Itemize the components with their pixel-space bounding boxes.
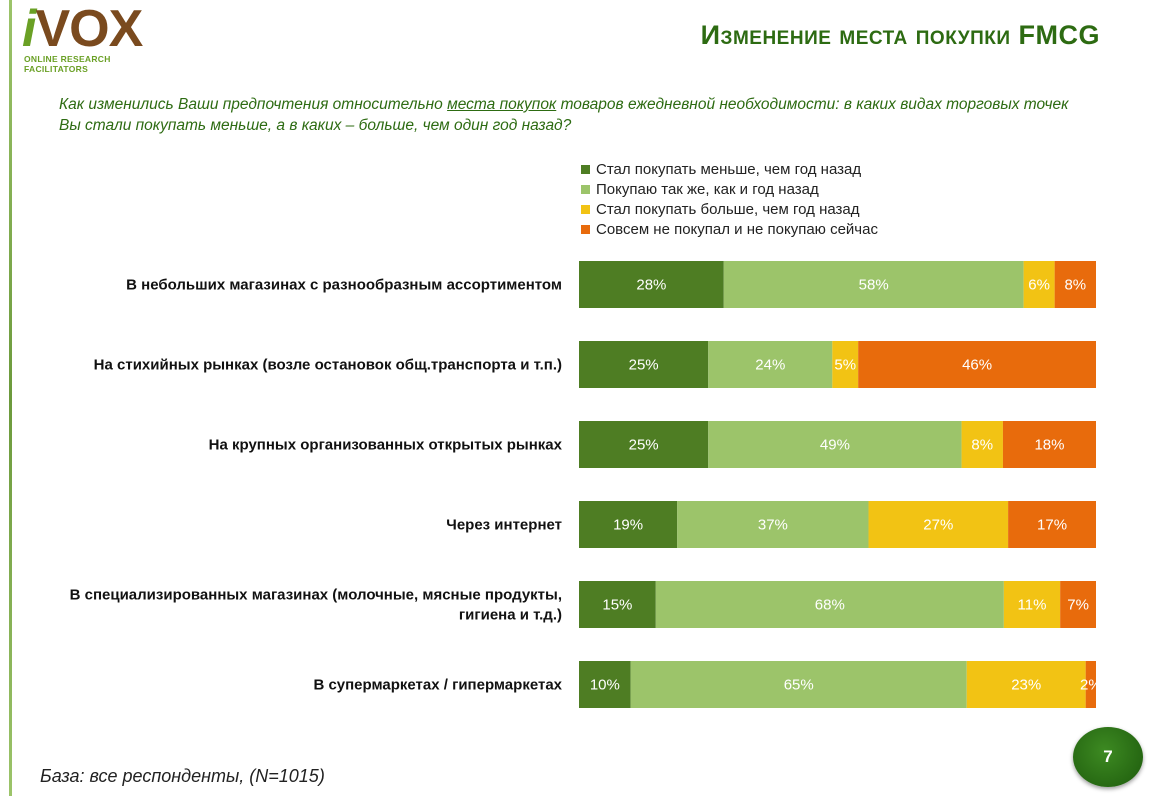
data-label: 2% [1080,677,1102,694]
legend-item-never: Совсем не покупал и не покупаю сейчас [581,219,878,239]
logo-mark: iVOX [22,2,172,56]
bar-segment [1008,501,1096,548]
logo-mark-vox: VOX [35,0,143,58]
data-label: 8% [971,437,993,454]
bar-segment [708,421,962,468]
bar-segment [1002,421,1096,468]
bar-segment [579,421,709,468]
data-label: 7% [1067,597,1089,614]
bar-segment [1023,261,1055,308]
bar-segment [961,421,1003,468]
slide-title: Изменение места покупки FMCG [700,20,1100,50]
bar-segment [579,581,656,628]
data-label: 46% [962,357,992,374]
data-label: 68% [815,597,845,614]
question-text-before: Как изменились Ваши предпочтения относит… [59,96,448,113]
legend-swatch-more [581,204,590,214]
data-label: 24% [755,357,785,374]
data-label: 58% [859,277,889,294]
question-text-after: товаров ежедневной необходимости: в каки… [59,96,1069,134]
bar-segment [723,261,1024,308]
legend-label-never: Совсем не покупал и не покупаю сейчас [596,220,878,238]
data-label: 25% [629,437,659,454]
bar-segment [1054,261,1096,308]
question-text-underlined: места покупок [447,96,557,113]
legend-swatch-less [581,164,590,174]
survey-question: Как изменились Ваши предпочтения относит… [59,94,1079,136]
bar-segment [579,501,678,548]
bar-segment [858,341,1096,388]
data-label: 5% [834,357,856,374]
category-label: В специализированных магазинах (молочные… [70,587,562,604]
bar-segment [868,501,1009,548]
bar-segment [579,341,709,388]
data-label: 18% [1034,437,1064,454]
page-number-badge: 7 [1073,727,1143,787]
bar-segment [630,661,967,708]
data-label: 37% [758,517,788,534]
data-label: 17% [1037,517,1067,534]
data-label: 19% [613,517,643,534]
data-label: 11% [1018,597,1047,614]
data-label: 25% [629,357,659,374]
bar-segment [966,661,1086,708]
legend-swatch-same [581,184,590,194]
bar-segment [677,501,869,548]
category-label: На стихийных рынках (возле остановок общ… [94,357,562,374]
bar-segment [708,341,833,388]
ivox-logo: iVOX ONLINE RESEARCH FACILITATORS [22,2,172,74]
legend-label-more: Стал покупать больше, чем год назад [596,200,860,218]
data-label: 15% [602,597,632,614]
logo-tagline: ONLINE RESEARCH FACILITATORS [24,54,111,74]
category-label: В супермаркетах / гипермаркетах [313,677,562,694]
category-label: На крупных организованных открытых рынка… [209,437,563,454]
chart-legend: Стал покупать меньше, чем год назад Поку… [581,159,878,239]
bar-segment [832,341,859,388]
data-label: 49% [820,437,850,454]
left-decorative-rule [9,0,12,796]
data-label: 6% [1028,277,1050,294]
data-label: 10% [590,677,620,694]
data-label: 23% [1011,677,1041,694]
bar-segment [655,581,1004,628]
category-label: В небольших магазинах с разнообразным ас… [126,277,562,294]
legend-item-more: Стал покупать больше, чем год назад [581,199,878,219]
bar-segment [1003,581,1061,628]
logo-mark-i: i [22,0,36,58]
data-label: 28% [636,277,666,294]
bar-segment [579,661,631,708]
bar-segment [1060,581,1096,628]
bar-segment [1085,661,1096,708]
legend-item-same: Покупаю так же, как и год назад [581,179,878,199]
bar-segment [579,261,724,308]
legend-item-less: Стал покупать меньше, чем год назад [581,159,878,179]
data-label: 8% [1064,277,1086,294]
legend-swatch-never [581,224,590,234]
category-label: гигиена и т.д.) [459,607,562,624]
legend-label-less: Стал покупать меньше, чем год назад [596,160,862,178]
data-label: 65% [784,677,814,694]
category-label: Через интернет [446,517,562,534]
legend-label-same: Покупаю так же, как и год назад [596,180,819,198]
base-note: База: все респонденты, (N=1015) [40,766,325,786]
data-label: 27% [923,517,953,534]
